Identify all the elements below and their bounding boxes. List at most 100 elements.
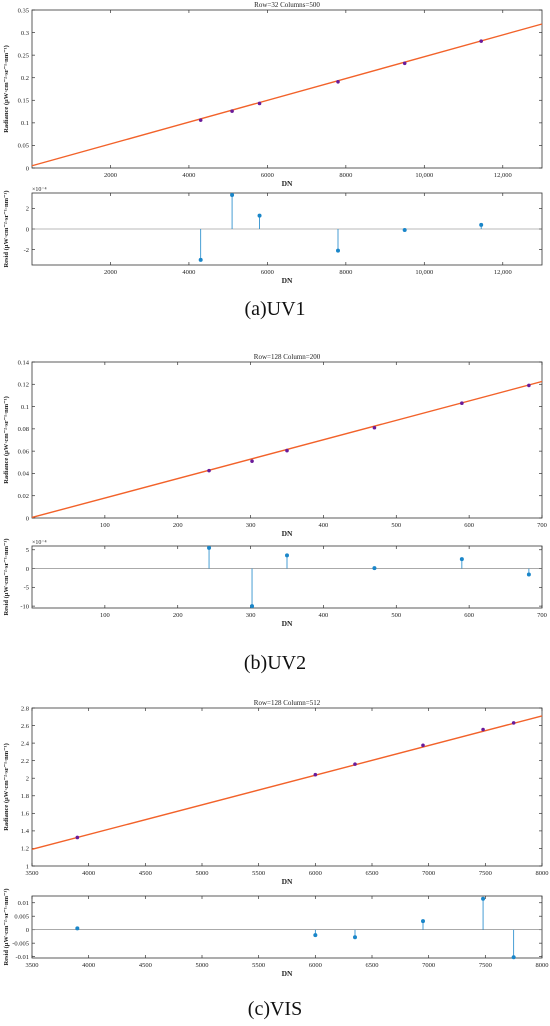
y-tick-label: -0.005 [12, 940, 29, 947]
chart-panel-vis-fit: 3500 4000 4500 5000 5500 6000 6500 7000 7500 8000… [3, 699, 549, 886]
data-point [230, 109, 234, 113]
x-tick-label: 500 [391, 612, 401, 619]
residual-point [402, 228, 407, 233]
data-point [198, 118, 203, 122]
y-tick-label: 0 [26, 566, 29, 573]
x-tick-label: 600 [464, 612, 474, 619]
data-point [313, 772, 318, 777]
x-tick-label: 5000 [196, 962, 209, 969]
residual-point [313, 933, 318, 938]
y-tick-label: -2 [24, 247, 29, 254]
data-point [250, 459, 254, 463]
y-tick-label: 2.2 [21, 758, 29, 765]
y-axis-label: Radiance (μW·cm⁻²·sr⁻¹·nm⁻¹) [3, 396, 10, 484]
y-tick-label: 0.14 [18, 359, 30, 366]
y-tick-label: 0.04 [18, 471, 30, 478]
chart-panel-uv1-resid: 2000 4000 6000 8000 10,000 12,000 -2 0 2 DN Resid … [3, 187, 543, 285]
y-tick-label: 1.6 [21, 811, 30, 818]
y-tick-label: 1 [26, 863, 29, 870]
residual-point [526, 572, 531, 577]
residual-point [250, 604, 255, 609]
y-exponent-label: ×10⁻⁴ [32, 187, 47, 193]
y-tick-label: 0.2 [21, 75, 29, 82]
y-tick-label: 5 [26, 547, 29, 554]
x-tick-label: 8000 [536, 962, 549, 969]
x-tick-label: 8000 [536, 870, 549, 877]
data-point [479, 39, 483, 43]
x-tick-label: 6000 [261, 172, 274, 179]
x-tick-label: 8000 [339, 172, 352, 179]
x-tick-label: 5500 [252, 870, 265, 877]
residual-point [230, 193, 235, 198]
x-tick-label: 400 [319, 612, 329, 619]
y-tick-label: 0.25 [18, 52, 29, 59]
residual-point [336, 248, 340, 253]
y-tick-label: 0.3 [21, 30, 29, 37]
data-point [421, 743, 425, 748]
x-tick-label: 4000 [182, 269, 195, 276]
x-tick-label: 7500 [479, 870, 492, 877]
residual-point [257, 213, 262, 218]
y-tick-label: 0 [26, 226, 29, 233]
y-tick-label: 0.1 [21, 404, 29, 411]
y-tick-label: 0.35 [18, 7, 29, 14]
fit-line [31, 715, 543, 850]
x-axis-label: DN [282, 877, 293, 886]
y-tick-label: 0.05 [18, 143, 29, 150]
data-point [207, 468, 211, 473]
x-tick-label: 4000 [82, 870, 95, 877]
x-tick-label: 7000 [422, 962, 435, 969]
x-tick-label: 5000 [196, 870, 209, 877]
x-tick-label: 10,000 [415, 269, 433, 276]
x-tick-label: 100 [100, 612, 110, 619]
x-tick-label: 300 [246, 612, 256, 619]
y-tick-label: -5 [24, 585, 29, 592]
y-tick-label: -10 [20, 603, 29, 610]
x-tick-label: 7500 [479, 962, 492, 969]
residual-point [353, 935, 357, 940]
x-tick-label: 3500 [26, 962, 39, 969]
x-tick-label: 6000 [309, 962, 322, 969]
data-point [402, 61, 407, 66]
x-tick-label: 500 [391, 522, 401, 529]
y-tick-label: 2.6 [21, 723, 30, 730]
chart-title: Row=32 Columns=500 [254, 1, 320, 9]
caption-uv1: (a)UV1 [244, 298, 306, 320]
y-tick-label: 0 [26, 515, 29, 522]
data-point [527, 383, 531, 388]
chart-title: Row=128 Column=200 [254, 353, 321, 361]
y-tick-label: 0.12 [18, 382, 29, 389]
x-tick-label: 700 [537, 612, 547, 619]
plot-frame [31, 361, 543, 519]
y-tick-label: 0 [26, 165, 29, 172]
x-tick-label: 200 [173, 522, 183, 529]
x-tick-label: 300 [246, 522, 256, 529]
y-exponent-label: ×10⁻⁴ [32, 540, 47, 546]
y-tick-label: 1.4 [21, 828, 30, 835]
y-tick-label: 0 [26, 927, 29, 934]
chart-title: Row=128 Column=512 [254, 699, 321, 707]
residual-point [511, 955, 516, 960]
y-tick-label: -0.01 [15, 954, 29, 961]
y-tick-label: 0.02 [18, 493, 29, 500]
x-tick-label: 100 [100, 522, 110, 529]
chart-panel-uv2-resid: 100 200 300 400 500 600 700 -10 -5 0 5 DN Resid (μW·… [3, 538, 547, 628]
x-tick-label: 4500 [139, 870, 152, 877]
y-axis-label: Resid (μW·cm⁻²·sr⁻¹·nm⁻¹) [3, 888, 10, 965]
residual-point [75, 926, 80, 931]
data-point [460, 401, 464, 406]
data-point [353, 762, 357, 766]
y-tick-label: 0.005 [14, 914, 29, 921]
x-axis-label: DN [282, 179, 293, 188]
x-tick-label: 2000 [104, 269, 117, 276]
y-axis-label: Radiance (μW·cm⁻²·sr⁻¹·nm⁻¹) [3, 45, 10, 133]
residual-point [479, 222, 484, 227]
residual-point [459, 557, 464, 562]
chart-panel-uv1-fit: 2000 4000 6000 8000 10,000 12,000 0 0.05 0.1 0.15… [3, 1, 543, 188]
y-tick-label: 2 [26, 776, 29, 783]
x-axis-label: DN [282, 619, 293, 628]
x-tick-label: 12,000 [494, 172, 512, 179]
plot-frame [31, 895, 543, 959]
fit-line [31, 23, 543, 167]
x-tick-label: 12,000 [494, 269, 512, 276]
